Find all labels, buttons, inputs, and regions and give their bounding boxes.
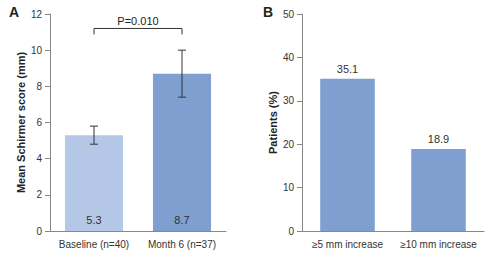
svg-text:10: 10 (283, 182, 295, 193)
svg-text:40: 40 (283, 52, 295, 63)
svg-text:Patients (%): Patients (%) (267, 91, 279, 154)
svg-text:50: 50 (283, 9, 295, 20)
svg-text:0: 0 (36, 226, 42, 237)
svg-text:30: 30 (283, 95, 295, 106)
svg-text:4: 4 (36, 153, 42, 164)
svg-text:5.3: 5.3 (86, 214, 101, 226)
svg-text:P=0.010: P=0.010 (117, 15, 158, 27)
svg-text:A: A (9, 4, 19, 20)
svg-text:35.1: 35.1 (337, 63, 358, 75)
svg-text:0: 0 (288, 226, 294, 237)
svg-text:18.9: 18.9 (428, 133, 449, 145)
svg-text:10: 10 (31, 45, 43, 56)
svg-text:20: 20 (283, 139, 295, 150)
svg-text:Month 6 (n=37): Month 6 (n=37) (148, 239, 216, 250)
svg-text:2: 2 (36, 189, 42, 200)
svg-text:≥5 mm increase: ≥5 mm increase (312, 239, 384, 250)
svg-text:6: 6 (36, 117, 42, 128)
svg-text:8.7: 8.7 (174, 214, 189, 226)
svg-text:8: 8 (36, 81, 42, 92)
svg-text:B: B (263, 4, 273, 20)
svg-text:≥10 mm increase: ≥10 mm increase (400, 239, 477, 250)
svg-text:Mean Schirmer score (mm): Mean Schirmer score (mm) (15, 52, 27, 194)
svg-text:12: 12 (31, 9, 43, 20)
svg-text:Baseline (n=40): Baseline (n=40) (59, 239, 129, 250)
